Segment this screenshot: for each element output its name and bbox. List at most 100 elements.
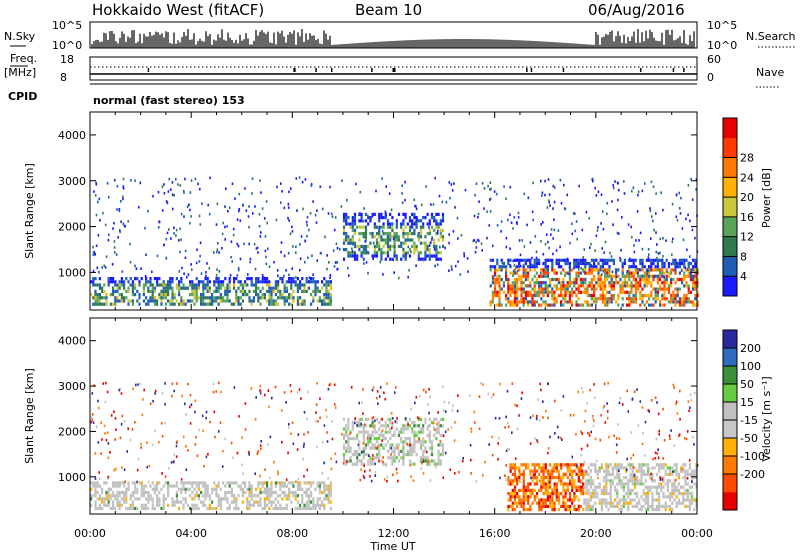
- echo-cell: [669, 479, 671, 482]
- echo-cell: [429, 440, 431, 443]
- echo-cell: [582, 256, 584, 259]
- echo-cell: [259, 213, 261, 216]
- echo-cell: [268, 389, 270, 392]
- echo-cell: [343, 434, 345, 437]
- echo-cell: [690, 278, 692, 281]
- echo-cell: [538, 284, 540, 287]
- echo-cell: [343, 258, 345, 261]
- echo-cell: [350, 242, 352, 245]
- echo-cell: [684, 473, 686, 476]
- echo-cell: [657, 288, 659, 291]
- echo-cell: [325, 494, 327, 497]
- echo-cell: [659, 252, 661, 255]
- echo-cell: [551, 466, 553, 469]
- echo-cell: [411, 450, 413, 453]
- echo-cell: [547, 241, 549, 244]
- echo-cell: [497, 442, 499, 445]
- echo-cell: [361, 254, 363, 257]
- echo-cell: [103, 283, 105, 286]
- echo-cell: [369, 459, 371, 462]
- echo-cell: [130, 497, 132, 500]
- echo-cell: [167, 494, 169, 497]
- echo-cell: [442, 213, 444, 216]
- echo-cell: [523, 288, 525, 291]
- echo-cell: [266, 504, 268, 507]
- echo-cell: [297, 277, 299, 280]
- echo-cell: [176, 501, 178, 504]
- echo-cell: [266, 481, 268, 484]
- echo-cell: [482, 474, 484, 477]
- echo-cell: [402, 456, 404, 459]
- echo-cell: [643, 470, 645, 473]
- echo-cell: [304, 411, 306, 414]
- echo-cell: [335, 406, 337, 409]
- echo-cell: [416, 396, 418, 399]
- echo-cell: [627, 486, 629, 489]
- echo-cell: [490, 259, 492, 262]
- echo-cell: [134, 481, 136, 484]
- echo-cell: [117, 236, 119, 239]
- echo-cell: [593, 259, 595, 262]
- echo-cell: [178, 507, 180, 510]
- echo-cell: [113, 410, 115, 413]
- echo-cell: [330, 299, 332, 302]
- echo-cell: [414, 221, 416, 224]
- echo-cell: [516, 291, 518, 294]
- echo-cell: [378, 456, 380, 459]
- echo-cell: [328, 303, 330, 306]
- echo-cell: [507, 284, 509, 287]
- echo-cell: [163, 494, 165, 497]
- echo-cell: [252, 177, 254, 180]
- echo-cell: [514, 216, 516, 219]
- echo-cell: [248, 299, 250, 302]
- echo-cell: [529, 489, 531, 492]
- echo-cell: [509, 284, 511, 287]
- echo-cell: [235, 299, 237, 302]
- echo-cell: [536, 278, 538, 281]
- echo-cell: [655, 300, 657, 303]
- echo-cell: [674, 297, 676, 300]
- echo-cell: [633, 187, 635, 190]
- echo-cell: [694, 284, 696, 287]
- echo-cell: [622, 268, 624, 271]
- echo-cell: [431, 216, 433, 219]
- echo-cell: [600, 268, 602, 271]
- echo-cell: [297, 485, 299, 488]
- echo-cell: [648, 297, 650, 300]
- echo-cell: [616, 463, 618, 466]
- echo-cell: [580, 505, 582, 508]
- echo-cell: [605, 463, 607, 466]
- echo-cell: [656, 508, 658, 511]
- echo-cell: [669, 498, 671, 501]
- echo-cell: [674, 304, 676, 307]
- echo-cell: [653, 229, 655, 232]
- echo-cell: [345, 463, 347, 466]
- echo-cell: [487, 185, 489, 188]
- echo-cell: [549, 204, 551, 207]
- echo-cell: [367, 431, 369, 434]
- echo-cell: [605, 486, 607, 489]
- echo-cell: [215, 299, 217, 302]
- echo-cell: [168, 228, 170, 231]
- echo-cell: [658, 492, 660, 495]
- echo-cell: [519, 239, 521, 242]
- echo-cell: [239, 208, 241, 211]
- echo-cell: [630, 288, 632, 291]
- echo-cell: [380, 443, 382, 446]
- echo-cell: [330, 507, 332, 510]
- echo-cell: [549, 492, 551, 495]
- echo-cell: [410, 464, 412, 467]
- echo-cell: [602, 265, 604, 268]
- echo-cell: [622, 291, 624, 294]
- echo-cell: [523, 502, 525, 505]
- echo-cell: [115, 468, 117, 471]
- echo-cell: [516, 297, 518, 300]
- echo-cell: [493, 393, 495, 396]
- echo-cell: [569, 266, 571, 269]
- echo-cell: [325, 497, 327, 500]
- echo-cell: [575, 294, 577, 297]
- echo-cell: [591, 281, 593, 284]
- echo-cell: [578, 275, 580, 278]
- echo-cell: [383, 232, 385, 235]
- echo-cell: [101, 303, 103, 306]
